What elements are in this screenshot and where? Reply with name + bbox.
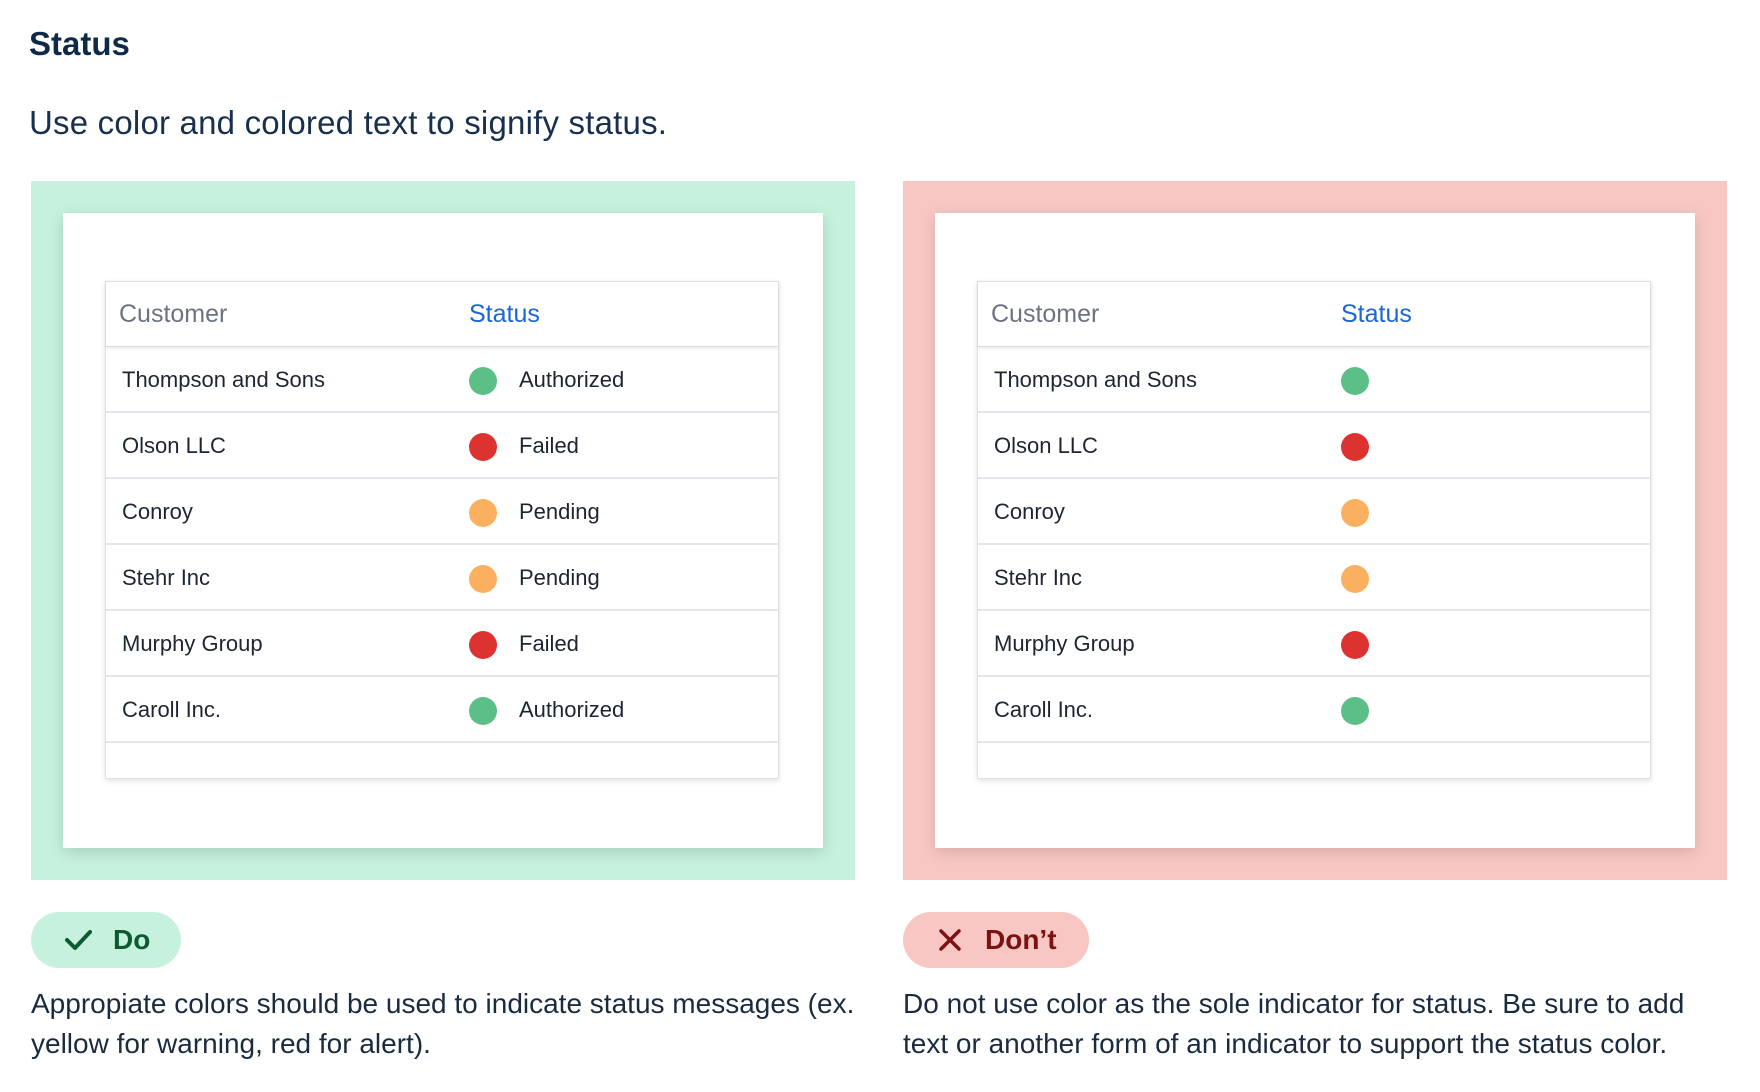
dont-status-table: Customer Status Thompson and Sons Olson … (977, 281, 1651, 779)
column-header-customer: Customer (119, 300, 228, 328)
table-row: Thompson and Sons (978, 347, 1650, 413)
status-cell: Pending (519, 499, 600, 524)
table-row: Stehr Inc Pending (106, 545, 778, 611)
dont-example-card: Customer Status Thompson and Sons Olson … (935, 213, 1695, 848)
status-cell: Failed (519, 631, 579, 656)
do-badge-label: Do (113, 924, 151, 955)
table-row: Conroy (978, 479, 1650, 545)
customer-cell: Conroy (994, 499, 1065, 524)
table-header: Customer Status (978, 282, 1650, 347)
dont-example-panel: Customer Status Thompson and Sons Olson … (903, 181, 1727, 880)
customer-cell: Stehr Inc (994, 565, 1083, 590)
table-row: Olson LLC (978, 413, 1650, 479)
dont-description: Do not use color as the sole indicator f… (903, 988, 1685, 1059)
table-row: Murphy Group Failed (106, 611, 778, 677)
status-cell: Authorized (519, 367, 625, 392)
do-example-card: Customer Status Thompson and Sons Author… (63, 213, 823, 848)
status-dot-icon (469, 367, 497, 395)
do-badge: Do (31, 912, 181, 968)
customer-cell: Caroll Inc. (122, 697, 222, 722)
status-dot-icon (1341, 367, 1369, 395)
table-row: Caroll Inc. (978, 677, 1650, 743)
dont-badge-label: Don’t (985, 924, 1057, 955)
customer-cell: Stehr Inc (122, 565, 211, 590)
status-dot-icon (469, 433, 497, 461)
dont-badge: Don’t (903, 912, 1089, 968)
status-dot-icon (1341, 499, 1369, 527)
table-row: Conroy Pending (106, 479, 778, 545)
column-header-customer: Customer (991, 300, 1100, 328)
customer-cell: Olson LLC (994, 433, 1098, 458)
page-title: Status (29, 25, 130, 62)
table-header: Customer Status (106, 282, 778, 347)
customer-cell: Thompson and Sons (994, 367, 1198, 392)
status-cell: Authorized (519, 697, 625, 722)
table-row: Thompson and Sons Authorized (106, 347, 778, 413)
close-icon (935, 925, 965, 955)
table-row: Caroll Inc. Authorized (106, 677, 778, 743)
status-dot-icon (469, 565, 497, 593)
customer-cell: Olson LLC (122, 433, 226, 458)
customer-cell: Conroy (122, 499, 193, 524)
status-cell: Failed (519, 433, 579, 458)
table-row: Stehr Inc (978, 545, 1650, 611)
status-dot-icon (1341, 631, 1369, 659)
check-icon (63, 925, 93, 955)
status-cell: Pending (519, 565, 600, 590)
status-dot-icon (469, 631, 497, 659)
status-dot-icon (469, 499, 497, 527)
intro-text: Use color and colored text to signify st… (29, 104, 668, 141)
do-description: Appropiate colors should be used to indi… (31, 988, 855, 1059)
status-dot-icon (1341, 697, 1369, 725)
customer-cell: Murphy Group (122, 631, 263, 656)
status-dot-icon (1341, 565, 1369, 593)
column-header-status: Status (469, 300, 540, 328)
customer-cell: Murphy Group (994, 631, 1135, 656)
customer-cell: Thompson and Sons (122, 367, 326, 392)
table-row: Murphy Group (978, 611, 1650, 677)
do-example-panel: Customer Status Thompson and Sons Author… (31, 181, 855, 880)
status-dot-icon (469, 697, 497, 725)
column-header-status: Status (1341, 300, 1412, 328)
status-dot-icon (1341, 433, 1369, 461)
do-status-table: Customer Status Thompson and Sons Author… (105, 281, 779, 779)
customer-cell: Caroll Inc. (994, 697, 1094, 722)
table-row: Olson LLC Failed (106, 413, 778, 479)
